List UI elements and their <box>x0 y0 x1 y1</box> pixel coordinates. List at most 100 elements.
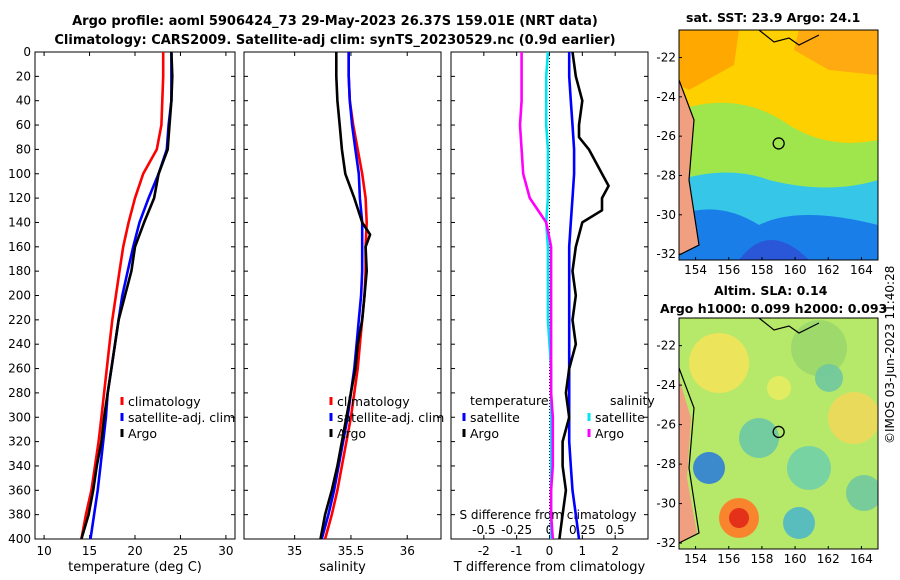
y-tick-label: 300 <box>8 410 31 424</box>
x-tick-label: 15 <box>82 544 97 558</box>
y-tick-label: 120 <box>8 191 31 205</box>
map-y-tick-label: -30 <box>656 208 676 222</box>
series-t-satellite <box>567 52 581 540</box>
map-y-tick-label: -32 <box>656 536 676 550</box>
y-tick-label: 320 <box>8 435 31 449</box>
x2-axis-label: S difference from climatology <box>460 508 637 522</box>
plot-frame-temperature-profile <box>34 51 236 540</box>
series-argo <box>80 51 174 540</box>
x-tick-label: 0 <box>546 544 554 558</box>
y-tick-label: 240 <box>8 337 31 351</box>
legend-title: salinity <box>610 393 655 408</box>
map-x-tick-label: 154 <box>684 552 707 566</box>
map-x-tick-label: 162 <box>817 263 840 277</box>
x-tick-label: 1 <box>579 544 587 558</box>
coastline-land <box>679 80 699 255</box>
legend-label: climatology <box>128 394 201 409</box>
map-y-tick-label: -26 <box>656 129 676 143</box>
legend-label: Argo <box>128 426 157 441</box>
sst-cold-field <box>679 209 878 260</box>
sla-anomaly-blob <box>828 392 878 444</box>
y-tick-label: 60 <box>16 118 31 132</box>
map-y-tick-label: -28 <box>656 168 676 182</box>
coastline <box>679 367 700 544</box>
x-tick-label: -1 <box>511 544 523 558</box>
x2-tick-label: -0.5 <box>472 523 495 537</box>
x2-tick-label: -0.25 <box>501 523 532 537</box>
y-tick-label: 140 <box>8 215 31 229</box>
sla-map-frame <box>678 317 879 550</box>
map-x-tick-label: 160 <box>784 552 807 566</box>
reef-outline <box>758 318 820 334</box>
sla-anomaly-blob <box>846 475 878 511</box>
figure-title-line1: Argo profile: aoml 5906424_73 29-May-202… <box>72 14 598 29</box>
x2-tick-label: 0.25 <box>569 523 596 537</box>
sla-anomaly-blob <box>787 446 831 490</box>
series-t-argo <box>558 51 610 540</box>
y-tick-label: 200 <box>8 289 31 303</box>
map-x-tick-label: 156 <box>717 552 740 566</box>
sla-anomaly-blob <box>729 508 749 528</box>
series-climatology <box>80 52 165 540</box>
y-tick-label: 160 <box>8 240 31 254</box>
map-x-tick-label: 154 <box>684 263 707 277</box>
sst-warm-patch <box>794 30 878 75</box>
sst-map-field <box>679 30 878 260</box>
coastline-land <box>679 378 697 543</box>
legend-label: satellite <box>470 410 520 425</box>
y-tick-label: 380 <box>8 508 31 522</box>
argo-position-marker <box>772 137 785 150</box>
legend-title: temperature <box>470 393 549 408</box>
series-s-argo <box>518 52 555 540</box>
x-tick-label: 36 <box>400 544 415 558</box>
legend-label: climatology <box>337 394 410 409</box>
series-argo <box>319 52 372 540</box>
coastline <box>679 79 700 256</box>
series-s-satellite <box>544 51 553 539</box>
y-tick-label: 360 <box>8 483 31 497</box>
map-y-tick-label: -24 <box>656 378 676 392</box>
sst-cold-patch <box>739 240 809 260</box>
sla-argo-heights: Argo h1000: 0.099 h2000: 0.093 <box>660 301 888 316</box>
map-y-tick-label: -24 <box>656 90 676 104</box>
map-y-tick-label: -26 <box>656 418 676 432</box>
legend-label: Argo <box>595 426 624 441</box>
y-tick-label: 40 <box>16 94 31 108</box>
y-tick-label: 400 <box>8 532 31 546</box>
sla-anomaly-blob <box>815 364 843 392</box>
sla-anomaly-blob <box>689 333 749 393</box>
y-tick-label: 180 <box>8 264 31 278</box>
map-x-tick-label: 160 <box>784 263 807 277</box>
sla-anomaly-blob <box>791 320 847 376</box>
sla-anomaly-blob <box>767 376 791 400</box>
legend-label: Argo <box>470 426 499 441</box>
x-axis-label: salinity <box>319 560 366 575</box>
x-tick-label: 30 <box>218 544 233 558</box>
x-tick-label: 35.5 <box>338 544 365 558</box>
map-x-tick-label: 158 <box>750 552 773 566</box>
y-tick-label: 100 <box>8 167 31 181</box>
y-tick-label: 80 <box>16 142 31 156</box>
map-y-tick-label: -32 <box>656 247 676 261</box>
map-x-tick-label: 158 <box>750 263 773 277</box>
x-tick-label: 20 <box>127 544 142 558</box>
y-tick-label: 220 <box>8 313 31 327</box>
x2-tick-label: 0 <box>546 523 554 537</box>
map-x-tick-label: 164 <box>850 552 873 566</box>
x-tick-label: 2 <box>611 544 619 558</box>
argo-position-marker <box>772 425 785 439</box>
x-axis-label: temperature (deg C) <box>68 560 202 575</box>
legend-label: satellite-adj. clim <box>337 410 444 425</box>
y-tick-label: 340 <box>8 459 31 473</box>
legend-label: satellite-adj. clim <box>128 410 235 425</box>
y-tick-label: 280 <box>8 386 31 400</box>
x-tick-label: -2 <box>478 544 490 558</box>
figure-title-line2: Climatology: CARS2009. Satellite-adj cli… <box>54 33 616 48</box>
sla-anomaly-blob <box>739 418 779 458</box>
map-x-tick-label: 164 <box>850 263 873 277</box>
map-y-tick-label: -28 <box>656 457 676 471</box>
map-x-tick-label: 156 <box>717 263 740 277</box>
map-y-tick-label: -22 <box>656 51 676 65</box>
x-tick-label: 10 <box>36 544 51 558</box>
